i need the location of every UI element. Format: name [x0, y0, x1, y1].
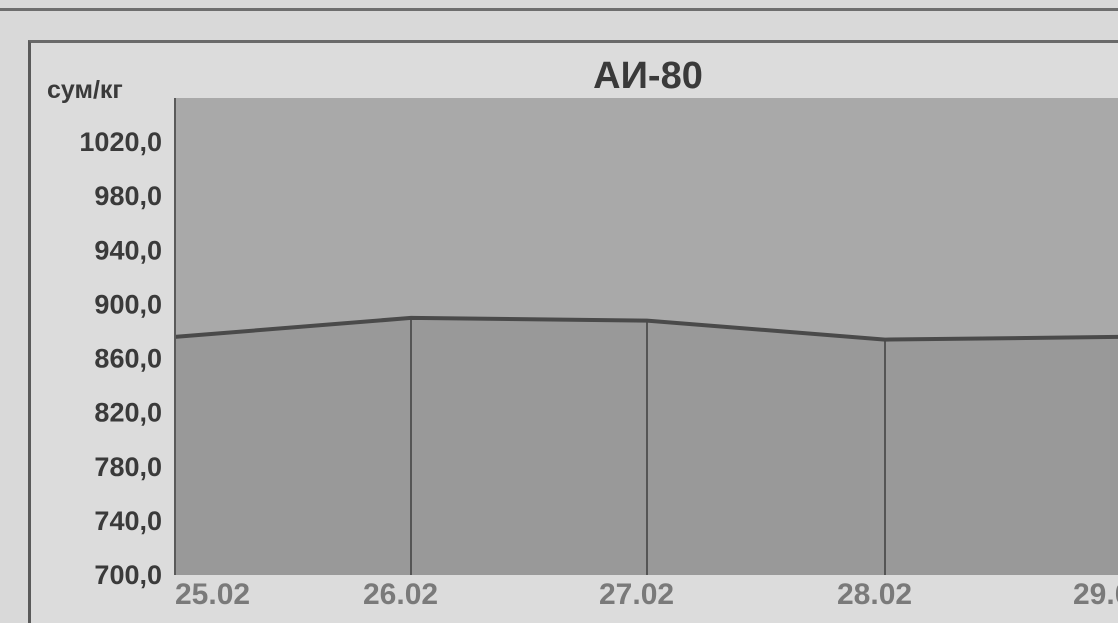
y-tick-label: 980,0	[94, 181, 162, 211]
x-tick-label: 27.02	[599, 578, 674, 605]
chart-title: АИ-80	[593, 55, 703, 97]
y-unit-label: сум/кг	[47, 76, 123, 104]
price-area-chart: 1020,0 980,0 940,0 900,0 860,0 820,0 780,0 740,…	[47, 55, 1118, 605]
y-tick-label: 860,0	[94, 344, 162, 374]
top-divider	[0, 8, 1118, 11]
x-tick-label: 26.02	[363, 578, 438, 605]
y-tick-label: 740,0	[94, 506, 162, 536]
category-dividers	[410, 317, 886, 575]
x-tick-labels: 25.02 26.02 27.02 28.02 29.02	[175, 578, 1118, 605]
y-tick-label: 820,0	[94, 398, 162, 428]
y-tick-label: 1020,0	[79, 127, 162, 157]
x-tick-label: 29.02	[1073, 578, 1118, 605]
x-tick-label: 28.02	[837, 578, 912, 605]
x-tick-label: 25.02	[175, 578, 250, 605]
price-line	[174, 315, 1118, 342]
y-tick-label: 780,0	[94, 452, 162, 482]
chart-stage: 1020,0 980,0 940,0 900,0 860,0 820,0 780,0 740,…	[0, 8, 1118, 623]
y-tick-label: 700,0	[94, 560, 162, 590]
y-tick-labels: 1020,0 980,0 940,0 900,0 860,0 820,0 780,0 740,…	[79, 127, 162, 590]
y-tick-label: 900,0	[94, 289, 162, 319]
y-tick-label: 940,0	[94, 235, 162, 265]
